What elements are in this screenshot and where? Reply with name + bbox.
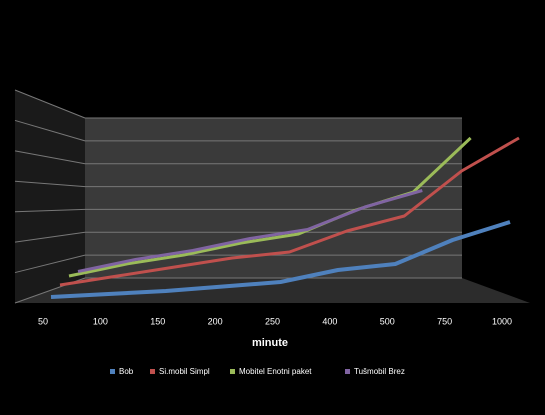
- grid-line: [14, 180, 86, 188]
- grid-line: [14, 150, 86, 165]
- grid-line: [14, 208, 86, 213]
- x-tick-label: 500: [380, 316, 395, 326]
- series-line: [59, 136, 520, 287]
- legend-swatch: [230, 369, 235, 374]
- x-tick-label: 750: [437, 316, 452, 326]
- legend-label: Bob: [119, 367, 134, 376]
- x-tick-label: 1000: [492, 316, 512, 326]
- grid-line: [14, 231, 86, 243]
- legend-swatch: [345, 369, 350, 374]
- x-tick-label: 100: [93, 316, 108, 326]
- floor: [15, 278, 530, 303]
- x-tick-label: 400: [322, 316, 337, 326]
- legend-label: Si.mobil Simpl: [159, 367, 210, 376]
- legend-swatch: [150, 369, 155, 374]
- x-tick-label: 250: [265, 316, 280, 326]
- grid-line: [14, 254, 86, 274]
- legend-label: Mobitel Enotni paket: [239, 367, 312, 376]
- series-line: [50, 220, 511, 299]
- grid-line: [14, 119, 86, 142]
- x-axis-label: minute: [252, 337, 288, 349]
- x-tick-label: 50: [38, 316, 48, 326]
- grid-line: [14, 89, 86, 119]
- legend-swatch: [110, 369, 115, 374]
- legend: Bob Si.mobil Simpl Mobitel Enotni paket Tuš…: [110, 367, 405, 376]
- legend-label: Tušmobil Brez: [354, 367, 405, 376]
- back-wall: [85, 118, 462, 278]
- side-wall: [15, 90, 85, 303]
- x-tick-label: 200: [208, 316, 223, 326]
- series-line: [77, 189, 423, 273]
- x-tick-label: 150: [150, 316, 165, 326]
